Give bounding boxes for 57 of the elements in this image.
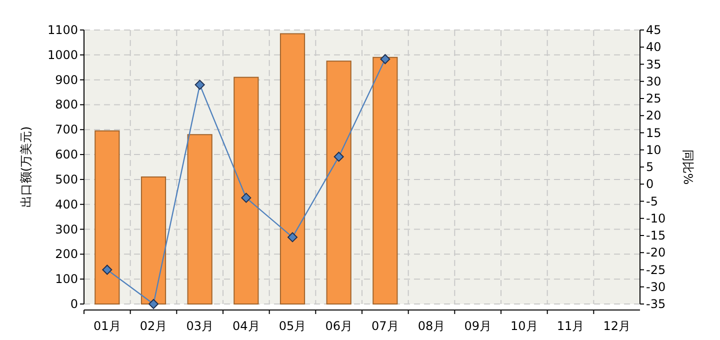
x-tick-label: 10月 — [510, 319, 538, 333]
y2-tick-label: 0 — [646, 177, 654, 192]
y2-axis-title: 同比% — [681, 149, 695, 185]
y-tick-label: 700 — [55, 122, 78, 137]
y-tick-label: 300 — [55, 222, 78, 236]
x-tick-label: 01月 — [94, 319, 121, 333]
bar — [187, 134, 212, 304]
x-tick-label: 02月 — [140, 319, 168, 333]
y-tick-label: 400 — [55, 197, 78, 212]
y2-tick-label: -30 — [646, 280, 666, 294]
x-tick-label: 08月 — [418, 319, 446, 333]
y2-tick-label: -25 — [646, 262, 666, 277]
bar — [140, 176, 166, 304]
point — [241, 192, 252, 203]
x-tick-label: 07月 — [372, 319, 399, 333]
point — [102, 264, 112, 275]
y2-tick-label: -10 — [646, 211, 666, 226]
x-tick-label: 03月 — [186, 319, 214, 333]
y2-tick-label: 40 — [646, 40, 662, 54]
point — [194, 80, 205, 90]
x-tick-label: 12月 — [603, 319, 630, 333]
point — [334, 152, 344, 162]
x-tick-label: 04月 — [232, 319, 260, 333]
y2-tick-label: -20 — [646, 246, 666, 260]
y-tick-label: 1100 — [47, 23, 78, 37]
point — [288, 232, 298, 242]
y-tick-label: 0 — [70, 297, 78, 311]
x-tick-label: 09月 — [464, 319, 492, 333]
y-tick-label: 200 — [55, 247, 78, 262]
point — [380, 54, 390, 64]
y2-tick-label: -35 — [646, 297, 666, 311]
y2-tick-label: 10 — [646, 142, 662, 157]
y-tick-label: 1000 — [47, 48, 78, 62]
y2-tick-label: -5 — [646, 194, 658, 208]
y-tick-label: 600 — [55, 148, 78, 162]
y-tick-label: 500 — [55, 172, 78, 186]
y-tick-label: 900 — [55, 72, 78, 87]
bar — [280, 33, 306, 304]
x-tick-label: 11月 — [556, 319, 584, 333]
point — [148, 299, 158, 309]
y2-tick-label: 25 — [646, 92, 662, 106]
bar — [234, 76, 259, 304]
y-tick-label: 100 — [55, 272, 78, 286]
bar — [372, 56, 398, 304]
bar — [326, 60, 352, 304]
x-tick-label: 06月 — [325, 319, 352, 333]
y2-tick-label: -15 — [646, 228, 666, 242]
y2-tick-label: 30 — [646, 74, 662, 88]
y2-tick-label: 15 — [646, 126, 662, 140]
y-tick-label: 800 — [55, 98, 78, 112]
y2-tick-label: 45 — [646, 23, 662, 37]
y2-tick-label: 20 — [646, 108, 662, 123]
x-tick-label: 05月 — [278, 319, 306, 333]
y2-tick-label: 5 — [646, 160, 654, 174]
bar — [94, 130, 120, 304]
y-axis-title: 出口额(万美元) — [19, 126, 33, 208]
y2-tick-label: 35 — [646, 57, 662, 72]
